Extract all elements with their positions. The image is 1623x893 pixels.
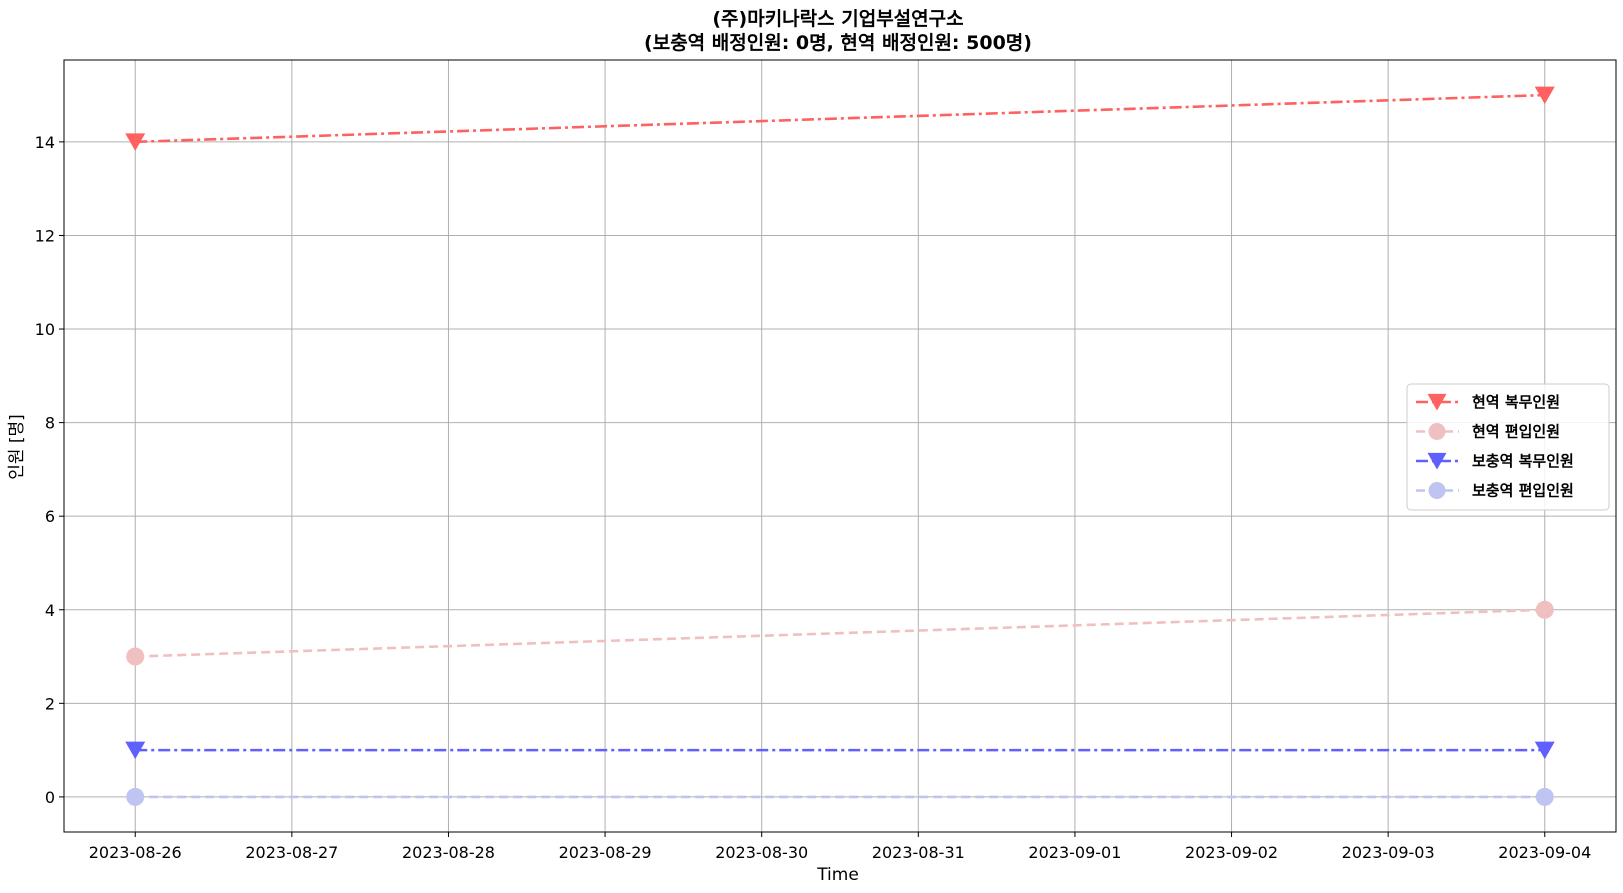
y-axis-ticks: 0 2 4 6 8 10 12 14 [35, 133, 64, 807]
x-tick-label: 2023-09-01 [1028, 843, 1121, 862]
chart-title-line-2: (보충역 배정인원: 0명, 현역 배정인원: 500명) [644, 32, 1032, 54]
circle-marker [1428, 482, 1446, 499]
legend-box [1406, 383, 1610, 511]
circle-marker [1535, 600, 1554, 619]
triangle-down-marker [1534, 741, 1555, 760]
y-tick-label: 8 [45, 414, 55, 433]
x-tick-label: 2023-08-31 [872, 843, 965, 862]
series-markers [125, 86, 1555, 806]
y-axis-label: 인원 [명] [7, 414, 27, 480]
x-axis-ticks: 2023-08-26 2023-08-27 2023-08-28 2023-08-29… [89, 832, 1591, 862]
circle-marker [1535, 787, 1554, 806]
x-tick-label: 2023-08-27 [245, 843, 338, 862]
legend-entry-label: 보충역 편입인원 [1472, 482, 1574, 500]
x-tick-label: 2023-08-29 [559, 843, 652, 862]
circle-marker [126, 787, 145, 806]
chart-title-line-1: (주)마키나락스 기업부설연구소 [712, 8, 963, 30]
plot-area-frame [63, 59, 1617, 833]
x-tick-label: 2023-09-02 [1185, 843, 1278, 862]
x-tick-label: 2023-09-04 [1498, 843, 1591, 862]
x-axis-label: Time [816, 865, 859, 885]
series-line-0 [135, 93, 1545, 144]
y-tick-label: 12 [35, 226, 55, 245]
y-tick-label: 6 [45, 507, 55, 526]
legend-entry-label: 보충역 복무인원 [1472, 452, 1574, 470]
y-tick-label: 4 [45, 601, 55, 620]
triangle-down-marker [1534, 86, 1555, 105]
y-tick-label: 14 [35, 133, 55, 152]
legend-entry-label: 현역 복무인원 [1472, 393, 1560, 411]
circle-marker [126, 647, 145, 666]
x-tick-label: 2023-08-28 [402, 843, 495, 862]
y-tick-label: 2 [45, 694, 55, 713]
x-tick-label: 2023-08-30 [715, 843, 808, 862]
legend-entry-label: 현역 편입인원 [1472, 423, 1560, 441]
y-tick-label: 10 [35, 320, 55, 339]
triangle-down-marker [1427, 452, 1447, 470]
series-lines [135, 93, 1545, 799]
circle-marker [1428, 423, 1446, 440]
triangle-down-marker [125, 133, 146, 151]
x-tick-label: 2023-09-03 [1342, 843, 1435, 862]
x-tick-label: 2023-08-26 [89, 843, 182, 862]
series-line-1 [135, 608, 1545, 658]
y-tick-label: 0 [45, 788, 55, 807]
triangle-down-marker [125, 741, 146, 760]
triangle-down-marker [1427, 393, 1447, 411]
